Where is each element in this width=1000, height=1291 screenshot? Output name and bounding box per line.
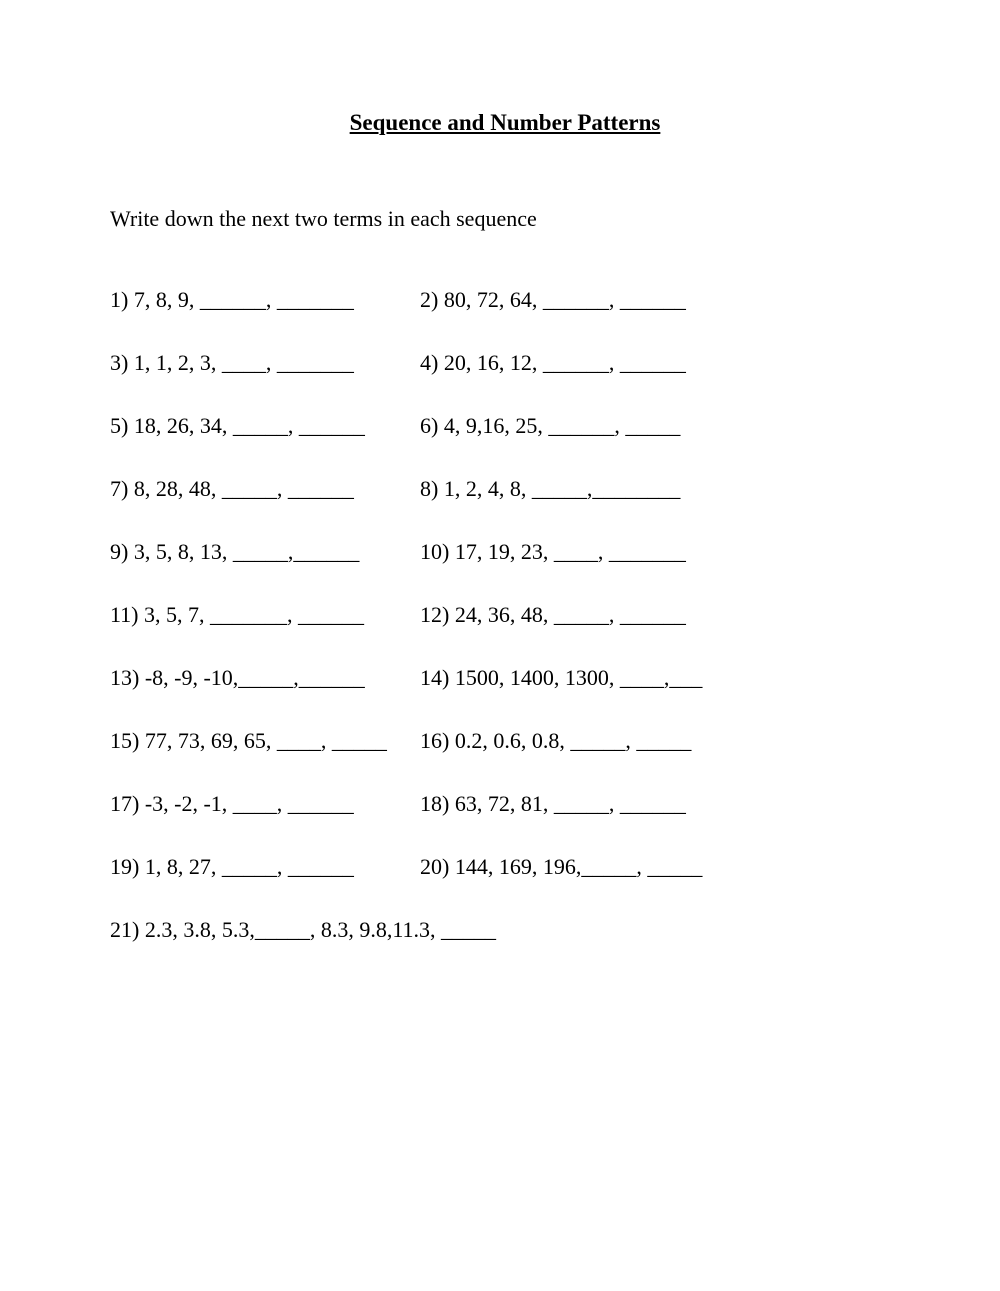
question-number: 11) [110, 602, 139, 627]
question-16: 16) 0.2, 0.6, 0.8, _____, _____ [420, 728, 900, 754]
question-text: 20, 16, 12, ______, ______ [438, 350, 686, 375]
question-number: 3) [110, 350, 128, 375]
question-text: 80, 72, 64, ______, ______ [438, 287, 686, 312]
question-text: 8, 28, 48, _____, ______ [128, 476, 354, 501]
question-text: 24, 36, 48, _____, ______ [449, 602, 686, 627]
question-13: 13) -8, -9, -10,_____,______ [110, 665, 420, 691]
question-number: 7) [110, 476, 128, 501]
question-text: 7, 8, 9, ______, _______ [128, 287, 354, 312]
question-text: -8, -9, -10,_____,______ [139, 665, 364, 690]
question-text: 3, 5, 7, _______, ______ [139, 602, 365, 627]
question-text: 1500, 1400, 1300, ____,___ [449, 665, 702, 690]
question-4: 4) 20, 16, 12, ______, ______ [420, 350, 900, 376]
question-number: 4) [420, 350, 438, 375]
question-number: 10) [420, 539, 449, 564]
question-number: 6) [420, 413, 438, 438]
question-18: 18) 63, 72, 81, _____, ______ [420, 791, 900, 817]
question-3: 3) 1, 1, 2, 3, ____, _______ [110, 350, 420, 376]
question-number: 21) [110, 917, 139, 942]
question-text: 0.2, 0.6, 0.8, _____, _____ [449, 728, 691, 753]
question-text: 1, 1, 2, 3, ____, _______ [128, 350, 354, 375]
question-text: 63, 72, 81, _____, ______ [449, 791, 686, 816]
question-number: 19) [110, 854, 139, 879]
question-number: 5) [110, 413, 128, 438]
question-19: 19) 1, 8, 27, _____, ______ [110, 854, 420, 880]
question-text: 17, 19, 23, ____, _______ [449, 539, 686, 564]
question-5: 5) 18, 26, 34, _____, ______ [110, 413, 420, 439]
question-15: 15) 77, 73, 69, 65, ____, _____ [110, 728, 420, 754]
question-2: 2) 80, 72, 64, ______, ______ [420, 287, 900, 313]
question-number: 9) [110, 539, 128, 564]
question-12: 12) 24, 36, 48, _____, ______ [420, 602, 900, 628]
question-text: 1, 2, 4, 8, _____,________ [438, 476, 680, 501]
questions-container: 1) 7, 8, 9, ______, _______ 2) 80, 72, 6… [110, 287, 900, 943]
question-text: 2.3, 3.8, 5.3,_____, 8.3, 9.8,11.3, ____… [139, 917, 496, 942]
question-14: 14) 1500, 1400, 1300, ____,___ [420, 665, 900, 691]
question-text: 1, 8, 27, _____, ______ [139, 854, 354, 879]
question-number: 13) [110, 665, 139, 690]
question-number: 14) [420, 665, 449, 690]
question-17: 17) -3, -2, -1, ____, ______ [110, 791, 420, 817]
question-10: 10) 17, 19, 23, ____, _______ [420, 539, 900, 565]
question-text: 77, 73, 69, 65, ____, _____ [139, 728, 387, 753]
question-number: 16) [420, 728, 449, 753]
question-text: 144, 169, 196,_____, _____ [449, 854, 702, 879]
question-7: 7) 8, 28, 48, _____, ______ [110, 476, 420, 502]
question-number: 15) [110, 728, 139, 753]
question-11: 11) 3, 5, 7, _______, ______ [110, 602, 420, 628]
question-number: 20) [420, 854, 449, 879]
question-20: 20) 144, 169, 196,_____, _____ [420, 854, 900, 880]
question-6: 6) 4, 9,16, 25, ______, _____ [420, 413, 900, 439]
question-21: 21) 2.3, 3.8, 5.3,_____, 8.3, 9.8,11.3, … [110, 917, 900, 943]
question-number: 12) [420, 602, 449, 627]
question-number: 2) [420, 287, 438, 312]
question-number: 18) [420, 791, 449, 816]
worksheet-instruction: Write down the next two terms in each se… [110, 206, 900, 232]
question-number: 17) [110, 791, 139, 816]
question-number: 1) [110, 287, 128, 312]
question-text: 4, 9,16, 25, ______, _____ [438, 413, 680, 438]
question-text: -3, -2, -1, ____, ______ [139, 791, 353, 816]
question-1: 1) 7, 8, 9, ______, _______ [110, 287, 420, 313]
question-number: 8) [420, 476, 438, 501]
question-8: 8) 1, 2, 4, 8, _____,________ [420, 476, 900, 502]
question-text: 3, 5, 8, 13, _____,______ [128, 539, 359, 564]
worksheet-title: Sequence and Number Patterns [110, 110, 900, 136]
question-9: 9) 3, 5, 8, 13, _____,______ [110, 539, 420, 565]
question-text: 18, 26, 34, _____, ______ [128, 413, 365, 438]
